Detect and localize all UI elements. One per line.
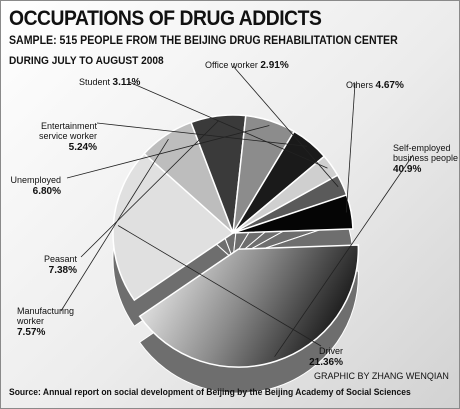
chart-subtitle: SAMPLE: 515 PEOPLE FROM THE BEIJING DRUG… xyxy=(9,35,398,47)
slice-label-4: Unemployed 6.80% xyxy=(10,175,61,197)
source-note: Source: Annual report on social developm… xyxy=(9,387,411,398)
leader-line-4 xyxy=(66,125,270,179)
leader-line-6 xyxy=(128,81,328,169)
slice-label-0: Self-employed business people 40.9% xyxy=(393,143,458,175)
pie-slices xyxy=(112,114,360,368)
graphic-credit: GRAPHIC BY ZHANG WENQIAN xyxy=(314,371,449,381)
leader-line-8 xyxy=(345,83,356,213)
slice-label-8: Others 4.67% xyxy=(346,80,404,91)
slice-label-2: Manufacturing worker 7.57% xyxy=(16,306,74,338)
chart-period: DURING JULY TO AUGUST 2008 xyxy=(9,55,164,67)
leader-line-0 xyxy=(274,154,414,357)
leader-line-3 xyxy=(80,120,219,258)
leader-line-7 xyxy=(232,65,339,188)
leader-line-5 xyxy=(96,122,308,147)
leader-line-1 xyxy=(117,225,322,347)
leader-lines xyxy=(60,65,414,357)
pie-slice-others xyxy=(232,193,354,234)
slice-label-1: Driver 21.36% xyxy=(309,346,343,368)
pie-slice-self-employed-business-people xyxy=(138,244,360,368)
slice-label-7: Office worker 2.91% xyxy=(205,60,289,71)
slice-labels: Self-employed business people 40.9% Driver 2… xyxy=(10,60,458,368)
chart-title: OCCUPATIONS OF DRUG ADDICTS xyxy=(9,7,322,30)
slice-label-6: Student 3.11% xyxy=(79,77,140,88)
slice-label-3: Peasant 7.38% xyxy=(44,254,78,276)
slice-label-5: Entertainment service worker 5.24% xyxy=(39,121,98,153)
leader-line-2 xyxy=(60,138,169,312)
